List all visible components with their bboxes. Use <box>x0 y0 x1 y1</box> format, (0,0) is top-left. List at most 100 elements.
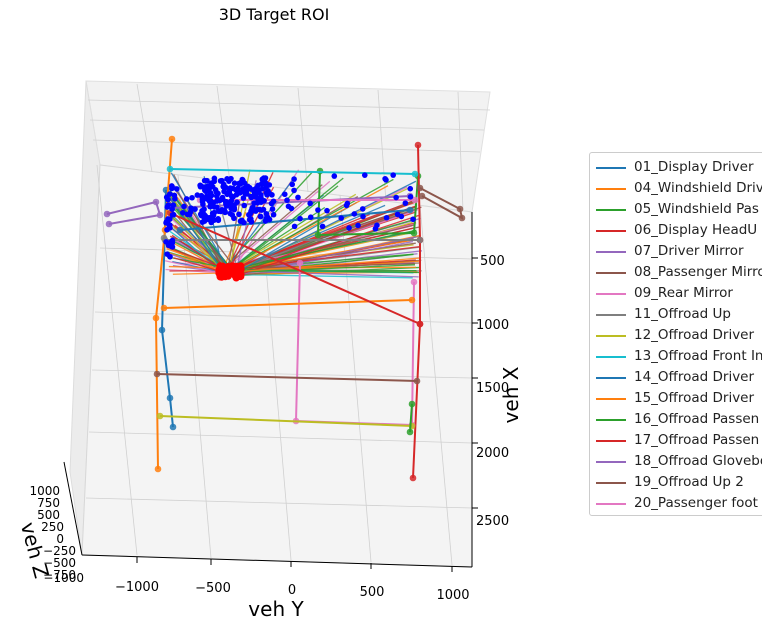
series-point <box>409 474 417 482</box>
gaze-target-point <box>172 195 178 202</box>
series-point <box>152 198 160 206</box>
gaze-target-point <box>203 188 209 195</box>
gaze-target-point <box>248 218 255 225</box>
gaze-target-point <box>315 207 321 213</box>
legend-entry: 09_Rear Mirror <box>590 283 762 304</box>
gaze-target-point <box>183 196 190 202</box>
gaze-target-point <box>257 213 264 220</box>
z-tick-label: −1000 <box>43 571 84 585</box>
gaze-target-point <box>295 194 301 201</box>
legend-swatch <box>596 209 626 211</box>
gaze-target-point <box>390 172 396 178</box>
gaze-target-point <box>346 225 352 231</box>
gaze-target-point <box>235 180 242 187</box>
legend-entry: 15_Offroad Driver <box>590 388 762 409</box>
gaze-target-point <box>189 194 195 201</box>
series-point <box>316 167 324 175</box>
legend-entry: 08_Passenger Mirro <box>590 262 762 283</box>
x-tick-label: 1000 <box>436 588 469 603</box>
legend-label: 11_Offroad Up <box>634 306 731 322</box>
gaze-target-point <box>361 172 368 178</box>
gaze-target-point <box>307 214 314 221</box>
series-point <box>166 165 174 173</box>
gaze-target-point <box>288 205 295 212</box>
gaze-target-point <box>241 219 247 226</box>
gaze-target-point <box>187 209 194 215</box>
legend-entry: 07_Driver Mirror <box>590 241 762 262</box>
gaze-ray <box>165 246 224 269</box>
z-tick-label: 0 <box>56 532 64 546</box>
gaze-ray <box>222 218 415 277</box>
gaze-target-point <box>169 237 176 244</box>
gaze-target-point <box>231 206 238 213</box>
z-tick-label: 250 <box>41 520 64 534</box>
gaze-target-point <box>289 181 296 188</box>
legend-swatch <box>596 356 626 358</box>
gaze-target-point <box>262 179 269 186</box>
gaze-target-point <box>291 176 297 182</box>
z-tick-label: −250 <box>43 544 76 558</box>
gaze-target-point <box>174 186 180 192</box>
series-point <box>406 428 414 436</box>
gaze-target-point <box>212 187 219 193</box>
gaze-target-point <box>229 212 236 218</box>
gaze-target-point <box>227 185 234 191</box>
series-point <box>296 259 304 267</box>
series-point <box>416 320 424 328</box>
series-point <box>418 192 426 200</box>
legend-entry: 06_Display HeadU <box>590 220 762 241</box>
gaze-target-point <box>258 191 264 198</box>
series-point <box>156 412 164 420</box>
gaze-target-point <box>264 214 271 220</box>
gaze-target-point <box>407 185 414 192</box>
gaze-target-point <box>210 212 217 219</box>
series-line <box>159 415 413 427</box>
z-tick-label: 750 <box>37 496 60 510</box>
gaze-target-point <box>204 177 210 184</box>
series-line <box>409 403 413 433</box>
legend-label: 01_Display Driver <box>634 159 754 175</box>
series-point <box>458 214 466 222</box>
gaze-target-point <box>402 200 409 206</box>
legend-entry: 16_Offroad Passen <box>590 409 762 430</box>
gaze-target-point <box>270 198 277 205</box>
legend-label: 12_Offroad Driver <box>634 327 755 343</box>
gaze-target-point <box>351 211 358 217</box>
series-point <box>176 226 184 234</box>
series-point <box>406 206 414 214</box>
gaze-target-point <box>383 177 389 183</box>
gaze-target-point <box>224 191 230 198</box>
legend-swatch <box>596 419 626 421</box>
gaze-target-point <box>203 184 210 190</box>
gaze-target-point <box>407 194 414 200</box>
series-point <box>413 377 421 385</box>
series-line <box>316 170 419 237</box>
series-line <box>160 189 174 428</box>
gaze-target-point <box>284 197 290 204</box>
gaze-target-point <box>165 202 172 208</box>
gaze-target-point <box>248 194 255 201</box>
legend-swatch <box>596 293 626 295</box>
gaze-target-point <box>393 194 399 201</box>
series-point <box>414 141 422 149</box>
gaze-ray <box>236 263 415 270</box>
legend-label: 19_Offroad Up 2 <box>634 474 744 490</box>
series-line <box>156 373 418 382</box>
y-tick-label: 1000 <box>476 318 509 333</box>
series-point <box>160 304 168 312</box>
gaze-target-point <box>270 211 277 218</box>
legend-swatch <box>596 272 626 274</box>
gaze-target-point <box>250 207 256 214</box>
gaze-target-point <box>214 204 220 211</box>
gaze-target-point <box>291 187 297 194</box>
gaze-target-point <box>197 211 204 218</box>
gaze-origin-point <box>234 270 243 278</box>
gaze-target-point <box>331 173 338 179</box>
gaze-target-point <box>241 202 248 209</box>
series-point <box>154 465 162 473</box>
legend-label: 05_Windshield Pas <box>634 201 759 217</box>
gaze-target-point <box>254 184 260 191</box>
series-point <box>456 205 464 213</box>
gaze-target-point <box>194 192 201 198</box>
series-point <box>408 296 416 304</box>
